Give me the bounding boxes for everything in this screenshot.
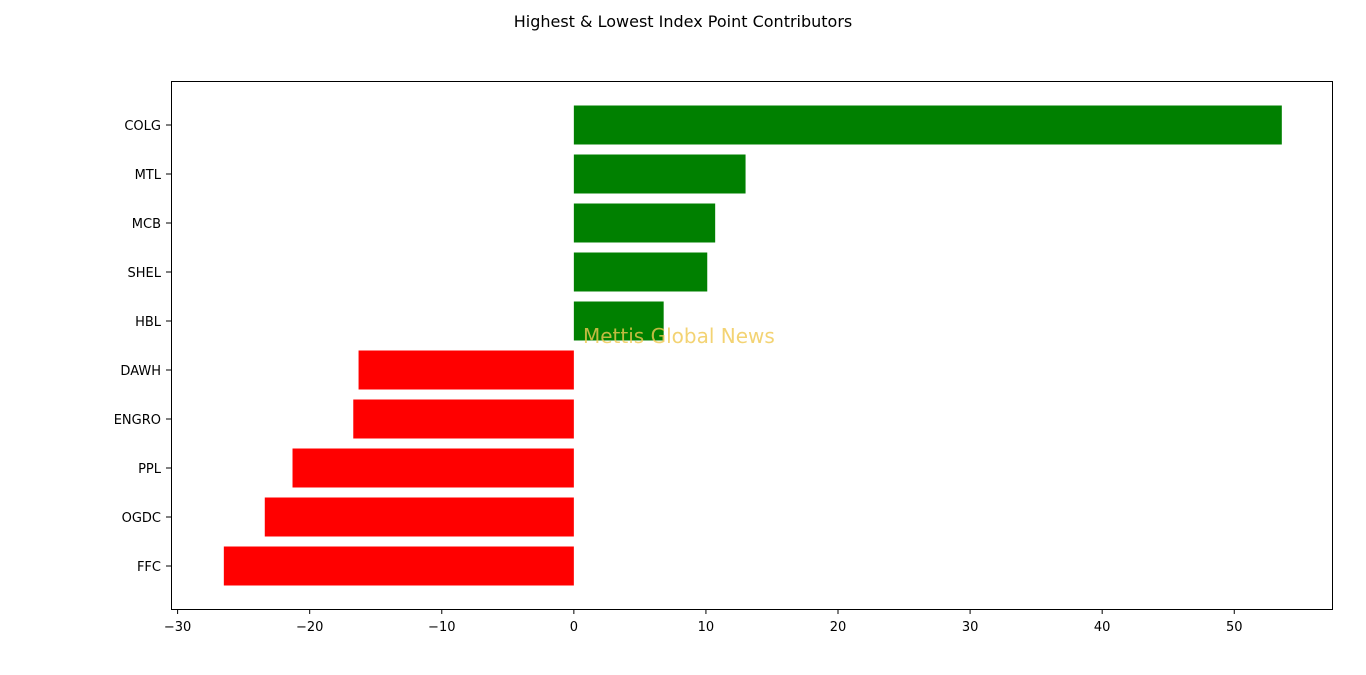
y-tick-label: SHEL — [128, 266, 162, 281]
bar-ffc — [223, 546, 574, 586]
x-tick-label: −20 — [296, 620, 323, 635]
y-tick-label: MTL — [135, 168, 162, 183]
x-tick-label: 30 — [962, 620, 979, 635]
x-tick-label: 10 — [698, 620, 715, 635]
y-tick-label: PPL — [138, 462, 162, 477]
bar-ogdc — [264, 497, 574, 537]
x-tick-label: 0 — [570, 620, 578, 635]
x-tick-label: −30 — [164, 620, 191, 635]
x-axis: −30 −20 −10 0 10 20 30 40 50 — [164, 609, 1243, 635]
y-tick-label: COLG — [124, 119, 161, 134]
bars-group — [223, 105, 1282, 586]
y-tick-label: MCB — [132, 217, 161, 232]
y-tick-label: DAWH — [120, 364, 161, 379]
bar-mcb — [573, 203, 716, 243]
x-tick-label: 20 — [830, 620, 847, 635]
y-axis: COLG MTL MCB SHEL HBL DAWH ENGRO PPL OGDC FFC — [114, 119, 171, 575]
chart-title: Highest & Lowest Index Point Contributor… — [514, 12, 853, 31]
plot-area — [171, 81, 1333, 610]
y-tick-label: OGDC — [122, 511, 161, 526]
y-tick-label: ENGRO — [114, 413, 161, 428]
bar-ppl — [292, 448, 574, 488]
watermark: Mettis Global News — [583, 324, 775, 348]
bar-mtl — [573, 154, 746, 194]
x-tick-label: 40 — [1094, 620, 1111, 635]
y-tick-label: HBL — [135, 315, 162, 330]
x-tick-label: −10 — [428, 620, 455, 635]
x-tick-label: 50 — [1226, 620, 1243, 635]
bar-shel — [573, 252, 708, 292]
bar-dawh — [358, 350, 574, 390]
bar-colg — [573, 105, 1282, 145]
bar-engro — [353, 399, 574, 439]
y-tick-label: FFC — [137, 560, 161, 575]
bar-hbl — [573, 301, 664, 341]
